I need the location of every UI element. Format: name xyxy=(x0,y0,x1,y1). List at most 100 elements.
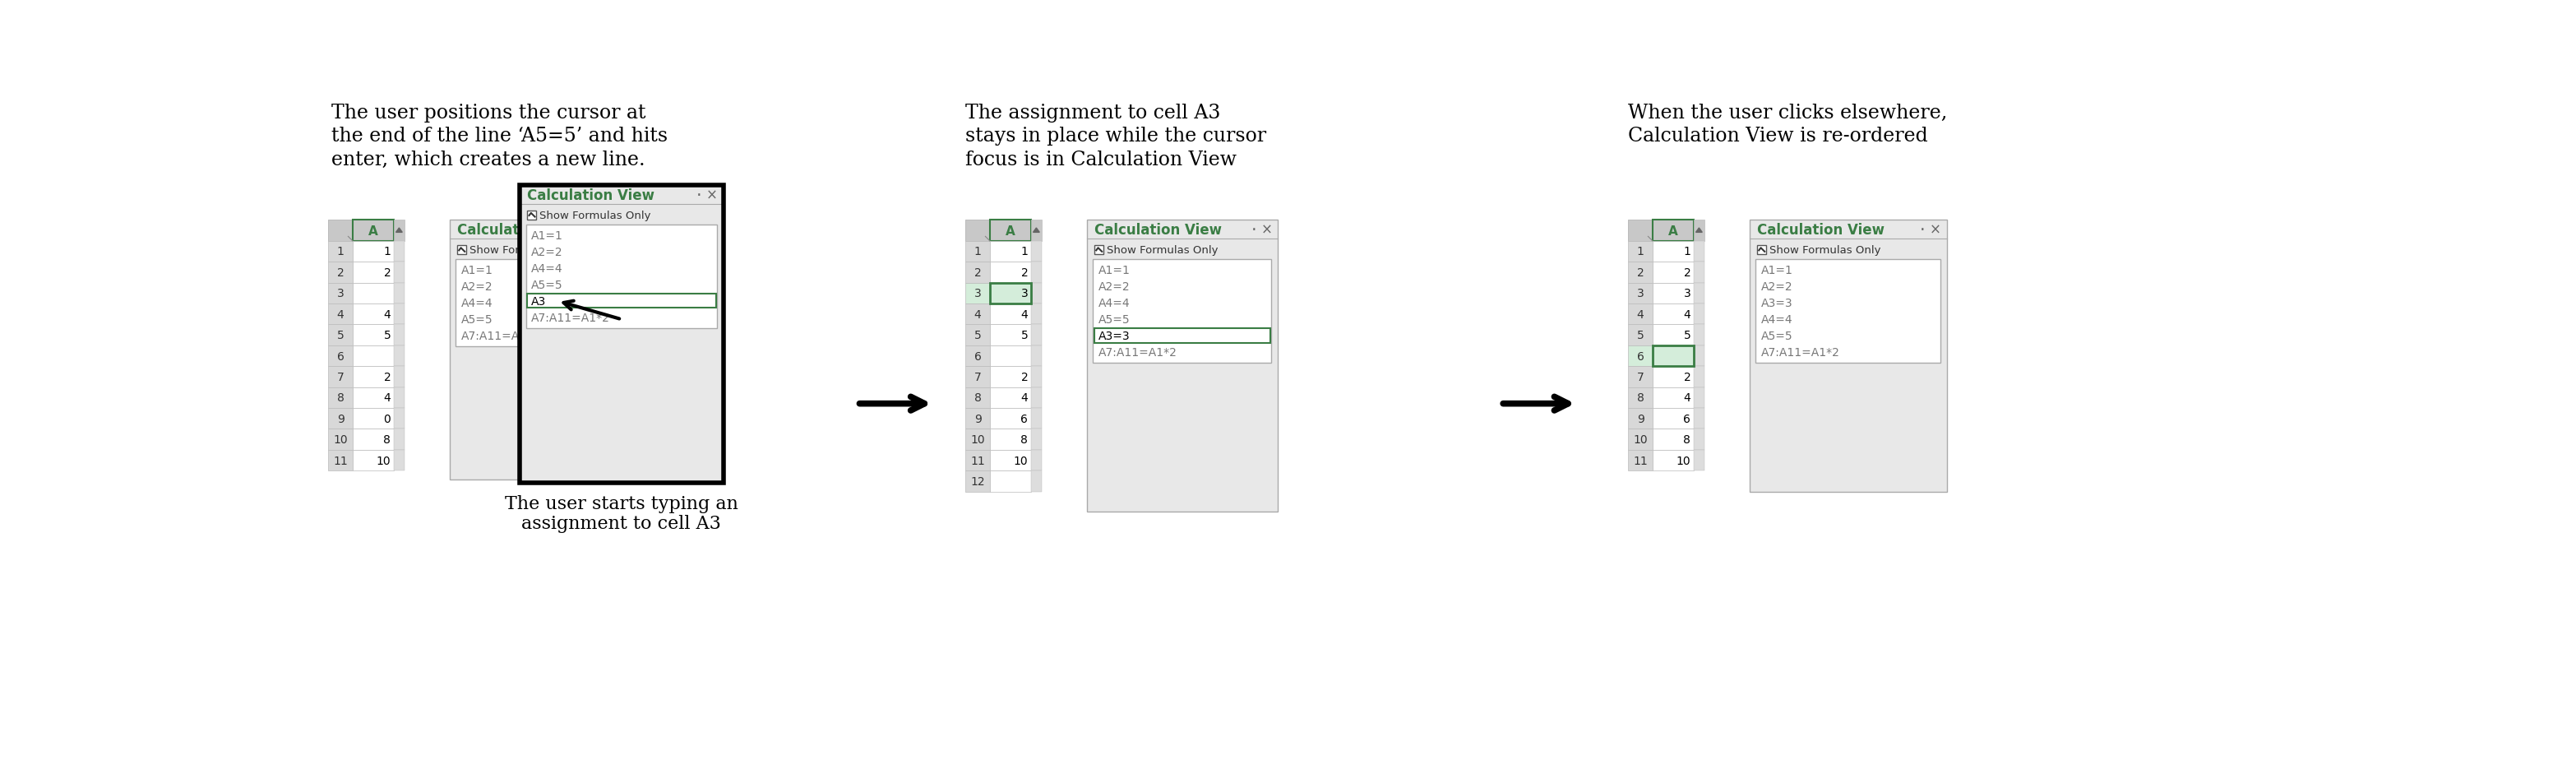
Text: enter, which creates a new line.: enter, which creates a new line. xyxy=(332,150,647,169)
Bar xyxy=(1654,409,1695,429)
Bar xyxy=(966,388,989,409)
Bar xyxy=(989,241,1030,262)
Text: 1: 1 xyxy=(337,246,345,258)
Bar xyxy=(327,366,353,388)
Bar xyxy=(327,283,353,304)
Text: 4: 4 xyxy=(1685,309,1690,320)
Text: ×: × xyxy=(1929,222,1942,237)
Bar xyxy=(1628,450,1654,471)
Text: 5: 5 xyxy=(337,330,345,341)
Bar xyxy=(1654,262,1695,283)
Text: When the user clicks elsewhere,: When the user clicks elsewhere, xyxy=(1628,103,1947,122)
Bar xyxy=(1030,304,1041,325)
Text: A1=1: A1=1 xyxy=(1762,265,1793,276)
Text: 4: 4 xyxy=(384,392,392,404)
Bar xyxy=(1087,221,1278,511)
Bar xyxy=(989,283,1030,304)
Bar xyxy=(394,366,404,388)
Text: Show Formulas Only: Show Formulas Only xyxy=(469,245,580,255)
Bar xyxy=(353,304,394,325)
Bar xyxy=(1757,246,1767,254)
Bar xyxy=(1628,429,1654,450)
Bar xyxy=(1030,221,1041,241)
Text: 1: 1 xyxy=(384,246,392,258)
Text: A2=2: A2=2 xyxy=(461,281,492,293)
Text: ·: · xyxy=(600,222,605,238)
Bar xyxy=(327,346,353,366)
Text: 11: 11 xyxy=(971,455,984,467)
Text: 10: 10 xyxy=(332,434,348,446)
Bar xyxy=(1749,221,1947,493)
Text: A3=3: A3=3 xyxy=(1762,298,1793,309)
Bar xyxy=(353,388,394,409)
Text: A5=5: A5=5 xyxy=(1762,330,1793,342)
Bar xyxy=(1628,325,1654,346)
Text: 0: 0 xyxy=(384,413,392,424)
Bar xyxy=(1695,346,1705,366)
Bar xyxy=(1628,262,1654,283)
Bar xyxy=(520,186,724,483)
Text: 5: 5 xyxy=(974,330,981,341)
Text: 3: 3 xyxy=(974,288,981,299)
Text: 3: 3 xyxy=(1020,288,1028,299)
Text: A1=1: A1=1 xyxy=(1097,265,1131,276)
Text: 1: 1 xyxy=(1685,246,1690,258)
Bar xyxy=(327,325,353,346)
Text: 5: 5 xyxy=(384,330,392,341)
Bar xyxy=(989,262,1030,283)
Text: Calculation View: Calculation View xyxy=(456,222,585,237)
Bar xyxy=(989,283,1030,304)
Text: 11: 11 xyxy=(1633,455,1649,467)
Text: 1: 1 xyxy=(1636,246,1643,258)
Bar xyxy=(989,388,1030,409)
Text: 10: 10 xyxy=(1633,434,1649,446)
Bar xyxy=(966,366,989,388)
Text: 9: 9 xyxy=(974,413,981,424)
Text: 10: 10 xyxy=(1677,455,1690,467)
Bar xyxy=(327,304,353,325)
Text: A4=4: A4=4 xyxy=(1097,298,1131,309)
Bar xyxy=(1654,283,1695,304)
Text: A5=5: A5=5 xyxy=(1097,314,1131,326)
Bar xyxy=(1030,325,1041,346)
Text: 2: 2 xyxy=(337,267,345,279)
Bar xyxy=(327,221,353,241)
Text: Calculation View: Calculation View xyxy=(1095,222,1221,237)
Bar xyxy=(526,225,716,329)
Bar xyxy=(1628,283,1654,304)
Text: 5: 5 xyxy=(1636,330,1643,341)
Text: The user positions the cursor at: The user positions the cursor at xyxy=(332,103,647,122)
Text: 12: 12 xyxy=(971,476,984,487)
Bar xyxy=(1030,283,1041,304)
Text: 6: 6 xyxy=(1636,351,1643,362)
Text: A5=5: A5=5 xyxy=(531,280,562,290)
Bar xyxy=(1030,471,1041,492)
Bar xyxy=(353,450,394,471)
Text: 8: 8 xyxy=(974,392,981,404)
Text: 4: 4 xyxy=(974,309,981,320)
Text: A2=2: A2=2 xyxy=(531,247,562,258)
Text: 4: 4 xyxy=(337,309,345,320)
Text: The assignment to cell A3: The assignment to cell A3 xyxy=(966,103,1221,122)
Text: 2: 2 xyxy=(1685,371,1690,383)
Text: 8: 8 xyxy=(337,392,345,404)
Text: 2: 2 xyxy=(1636,267,1643,279)
Bar xyxy=(327,409,353,429)
Bar xyxy=(1030,262,1041,283)
Text: ·: · xyxy=(696,187,701,204)
Text: ·: · xyxy=(1919,222,1924,238)
Text: A7:A11=A1*2: A7:A11=A1*2 xyxy=(531,312,611,323)
Text: ×: × xyxy=(611,222,621,237)
Text: 4: 4 xyxy=(384,309,392,320)
Bar xyxy=(1695,325,1705,346)
Polygon shape xyxy=(1695,229,1703,233)
Text: the end of the line ‘A5=5’ and hits: the end of the line ‘A5=5’ and hits xyxy=(332,127,667,146)
Bar xyxy=(1654,304,1695,325)
Text: focus is in Calculation View: focus is in Calculation View xyxy=(966,150,1236,169)
Bar xyxy=(394,450,404,471)
Bar xyxy=(353,241,394,262)
Bar xyxy=(1695,262,1705,283)
Bar xyxy=(989,409,1030,429)
Text: 10: 10 xyxy=(1012,455,1028,467)
Text: Show Formulas Only: Show Formulas Only xyxy=(1770,245,1880,255)
